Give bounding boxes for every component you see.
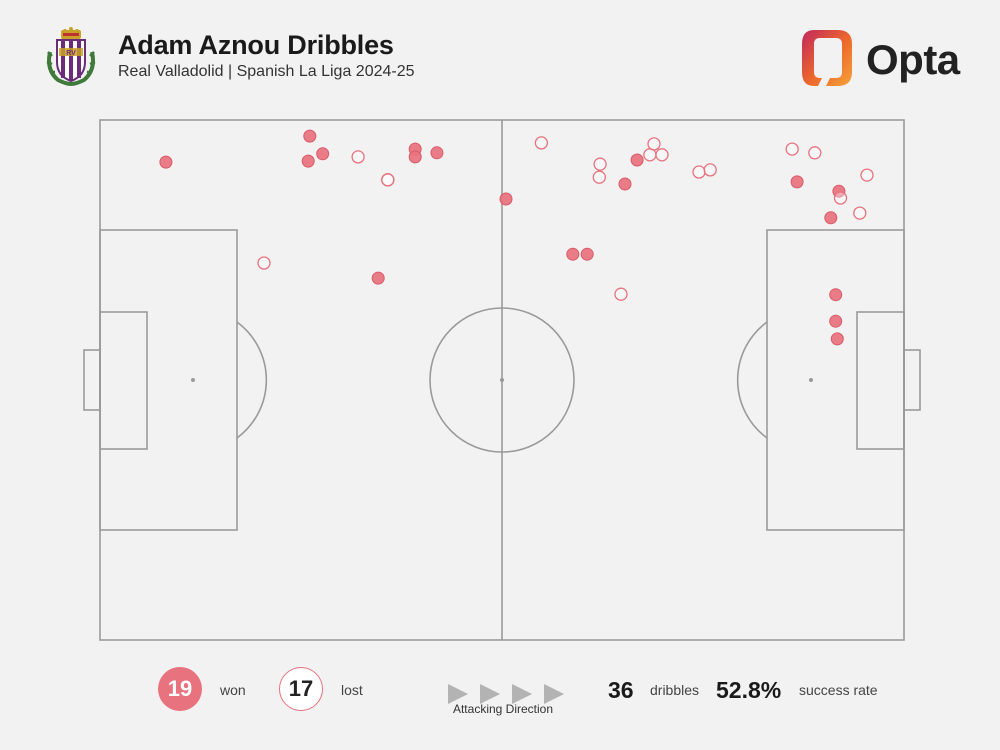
dribble-point-won-9: [499, 192, 513, 206]
dribble-point-won-10: [630, 153, 644, 167]
dribble-point-won-19: [830, 332, 844, 346]
dribble-point-lost-17: [833, 191, 848, 205]
dribble-point-won-4: [316, 147, 330, 161]
dribble-point-won-17: [829, 288, 843, 302]
dribble-point-lost-19: [614, 287, 628, 301]
left-six-yard-box: [99, 311, 148, 450]
dribble-point-won-13: [580, 247, 594, 261]
centre-circle: [429, 307, 575, 453]
dribble-point-lost-9: [643, 148, 657, 162]
dribble-point-lost-3: [381, 173, 395, 187]
dribble-point-lost-15: [808, 146, 822, 160]
dribble-point-lost-14: [785, 142, 799, 156]
right-penalty-area: [766, 229, 905, 531]
dribble-point-won-7: [430, 146, 444, 160]
dribble-point-won-11: [618, 177, 632, 191]
dribble-point-lost-7: [593, 157, 607, 171]
opta-logo-icon: [802, 30, 852, 86]
left-penalty-area: [99, 229, 238, 531]
right-goal: [903, 349, 921, 411]
dribble-point-lost-6: [534, 136, 549, 150]
real-valladolid-crest-icon: RV: [46, 27, 96, 86]
opta-brand-text: Opta: [866, 36, 960, 83]
right-six-yard-box: [856, 311, 905, 450]
total-dribbles-count: 36: [608, 677, 634, 703]
dribble-point-lost-5: [257, 256, 271, 270]
svg-text:RV: RV: [66, 50, 76, 57]
left-goal: [83, 349, 101, 411]
lost-label: lost: [341, 682, 363, 698]
page-title: Adam Aznou Dribbles: [118, 30, 394, 60]
left-penalty-arc: [236, 321, 268, 439]
success-rate-label: success rate: [799, 682, 878, 698]
total-dribbles-label: dribbles: [650, 682, 700, 698]
dribble-point-lost-4: [351, 150, 365, 164]
dribble-point-lost-16: [860, 168, 874, 182]
dribble-point-won-3: [301, 154, 315, 168]
success-rate-value: 52.8%: [716, 677, 782, 703]
dribble-point-won-12: [566, 247, 580, 261]
right-penalty-arc: [736, 321, 768, 439]
dribble-point-lost-8: [592, 170, 606, 184]
dribble-point-won-6: [408, 150, 422, 164]
attacking-direction-arrow-icon: [448, 684, 564, 704]
footer-legend: 19 won 17 lost Attacking Direction 36 dr…: [0, 660, 1000, 750]
dribble-point-lost-13: [703, 163, 717, 177]
pitch-markings: [83, 119, 921, 641]
dribble-point-won-16: [824, 211, 838, 225]
dribble-point-won-8: [371, 271, 385, 285]
dribble-points: [159, 129, 874, 346]
dribble-point-won-1: [159, 155, 173, 169]
lost-count-badge: 17: [279, 667, 323, 711]
dribble-point-won-14: [790, 175, 804, 189]
dribble-point-lost-10: [647, 137, 661, 151]
dribble-point-lost-18: [853, 206, 867, 220]
won-count-badge: 19: [158, 667, 202, 711]
header: RV Adam Aznou Dribbles Real Valladolid |…: [0, 0, 1000, 100]
right-penalty-spot: [809, 378, 813, 382]
pitch-chart: [83, 119, 921, 641]
dribble-point-lost-11: [655, 148, 669, 162]
dribble-point-lost-12: [692, 165, 706, 179]
won-label: won: [220, 682, 246, 698]
dribble-point-won-2: [303, 129, 317, 143]
centre-spot: [500, 378, 504, 382]
page-subtitle: Real Valladolid | Spanish La Liga 2024-2…: [118, 63, 415, 80]
dribble-point-won-18: [829, 314, 843, 328]
left-penalty-spot: [191, 378, 195, 382]
attacking-direction-label: Attacking Direction: [452, 702, 554, 716]
